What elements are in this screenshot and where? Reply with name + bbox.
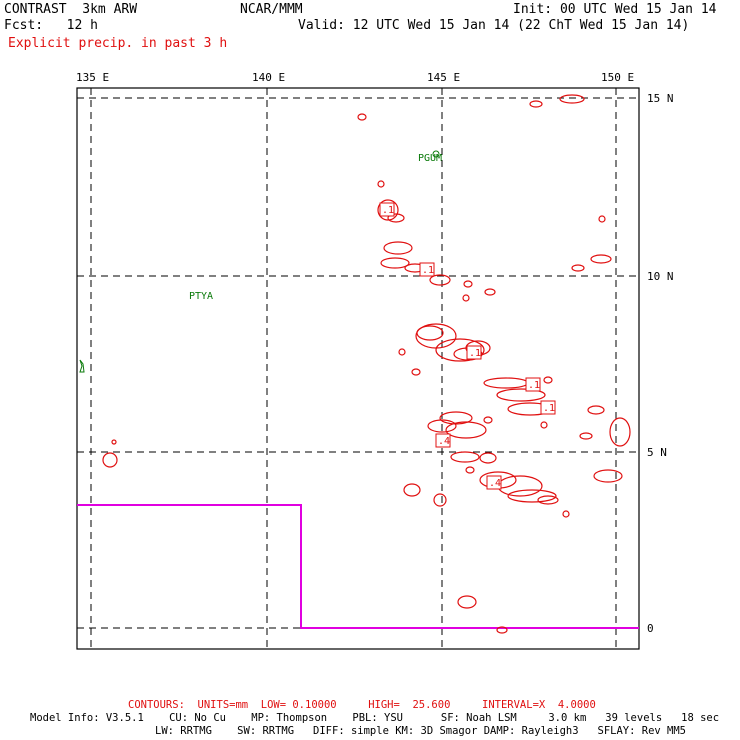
contour-label: .4	[489, 478, 501, 489]
lon-label: 135 E	[76, 71, 109, 84]
lon-label: 150 E	[601, 71, 634, 84]
valid-time: Valid: 12 UTC Wed 15 Jan 14 (22 ChT Wed …	[298, 18, 690, 33]
model-title: CONTRAST 3km ARW	[4, 2, 138, 17]
contour-label: .1	[528, 380, 540, 391]
contour-label: .4	[438, 436, 450, 447]
lat-label: 10 N	[647, 270, 674, 283]
lon-label: 140 E	[252, 71, 285, 84]
lon-label: 145 E	[427, 71, 460, 84]
model-info-line2: LW: RRTMG SW: RRTMG DIFF: simple KM: 3D …	[155, 725, 687, 737]
field-title: Explicit precip. in past 3 h	[8, 36, 228, 51]
lat-label: 0	[647, 622, 654, 635]
lat-label: 15 N	[647, 92, 674, 105]
station-label: PTYA	[189, 291, 213, 302]
island-outline	[432, 150, 440, 158]
precip-contours	[102, 94, 631, 634]
contour-label: .1	[422, 265, 434, 276]
institution: NCAR/MMM	[240, 2, 303, 17]
map-panel: 135 E 140 E 145 E 150 E 15 N 10 N 5 N 0 …	[76, 71, 674, 650]
graticule	[77, 88, 639, 649]
forecast-hour: Fcst: 12 h	[4, 18, 98, 33]
station-label: PGUM	[418, 153, 442, 164]
island-outline	[79, 359, 85, 373]
contour-label: .1	[469, 348, 481, 359]
contour-info: CONTOURS: UNITS=mm LOW= 0.10000 HIGH= 25…	[128, 699, 596, 711]
model-info-line1: Model Info: V3.5.1 CU: No Cu MP: Thompso…	[30, 712, 720, 724]
init-time: Init: 00 UTC Wed 15 Jan 14	[513, 2, 717, 17]
map-frame	[76, 87, 640, 650]
contour-label: .1	[382, 205, 394, 216]
domain-boundary	[77, 504, 639, 629]
contour-value-labels: .1 .1 .1 .1 .1 .4 .4	[379, 202, 556, 490]
lat-label: 5 N	[647, 446, 667, 459]
contour-label: .1	[543, 403, 555, 414]
